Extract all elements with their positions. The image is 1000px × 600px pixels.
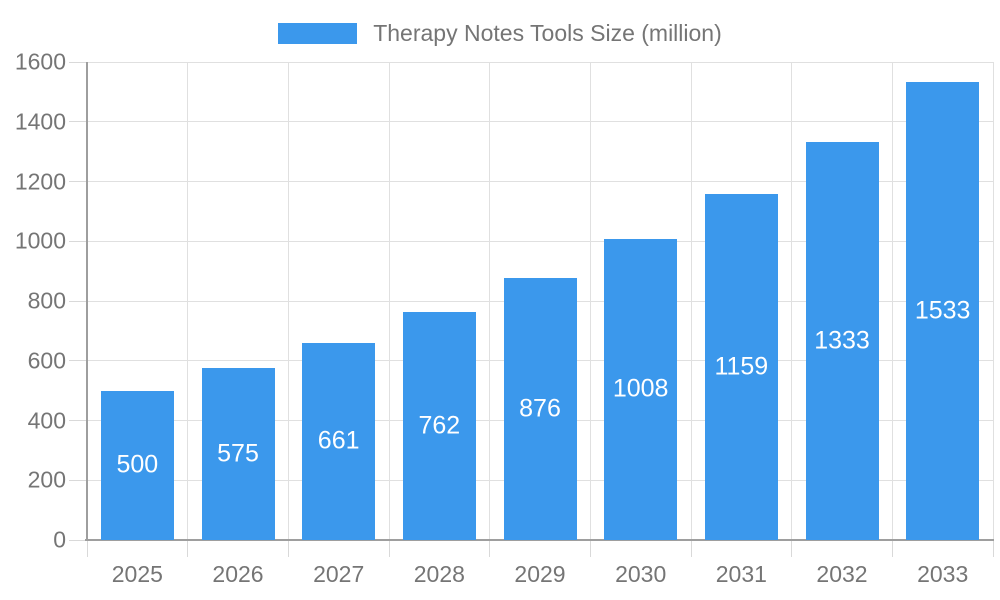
x-gridline xyxy=(992,62,994,540)
x-tick-label: 2031 xyxy=(715,561,767,587)
y-tick xyxy=(69,539,87,541)
y-tick-label: 1000 xyxy=(14,227,66,254)
x-tick xyxy=(690,540,692,557)
x-tick-label: 2033 xyxy=(917,561,969,587)
x-tick xyxy=(287,540,289,557)
x-axis-line xyxy=(85,539,994,541)
bar-value-label: 1159 xyxy=(714,352,769,381)
y-tick-label: 1400 xyxy=(14,108,66,135)
y-gridline xyxy=(87,181,993,182)
x-tick-label: 2027 xyxy=(313,561,365,587)
bar[interactable]: 661 xyxy=(302,342,376,540)
bar-value-label: 1533 xyxy=(914,296,971,325)
y-tick xyxy=(69,181,87,182)
x-gridline xyxy=(690,62,692,540)
bar[interactable]: 500 xyxy=(100,390,174,540)
bar[interactable]: 575 xyxy=(201,368,275,540)
y-gridline xyxy=(87,61,993,63)
y-tick-label: 800 xyxy=(27,287,66,314)
x-tick-label: 2030 xyxy=(615,561,667,587)
y-axis-line xyxy=(86,62,88,540)
legend[interactable]: Therapy Notes Tools Size (million) xyxy=(0,19,1000,46)
y-tick-label: 200 xyxy=(27,466,66,493)
y-tick-label: 0 xyxy=(53,526,66,553)
x-gridline xyxy=(287,62,289,540)
y-tick-label: 400 xyxy=(27,407,66,433)
x-gridline xyxy=(791,62,793,540)
x-tick-label: 2025 xyxy=(111,561,163,587)
x-tick-label: 2028 xyxy=(413,561,465,587)
x-gridline xyxy=(187,62,189,540)
x-tick-label: 2026 xyxy=(212,561,264,587)
y-tick-label: 1200 xyxy=(14,168,66,194)
y-tick xyxy=(69,61,87,63)
x-tick xyxy=(891,540,893,557)
bar[interactable]: 876 xyxy=(503,278,577,540)
x-tick xyxy=(992,540,994,557)
x-tick xyxy=(791,540,793,557)
x-tick-label: 2032 xyxy=(816,561,868,587)
y-tick-label: 600 xyxy=(27,347,66,374)
bar-value-label: 876 xyxy=(519,394,561,423)
x-tick xyxy=(489,540,491,557)
bar-value-label: 762 xyxy=(418,411,461,440)
y-tick xyxy=(69,420,87,421)
bar-value-label: 1008 xyxy=(612,374,669,403)
x-tick xyxy=(589,540,591,557)
legend-swatch-icon xyxy=(278,22,358,44)
bar-value-label: 1333 xyxy=(814,326,870,355)
bar[interactable]: 1008 xyxy=(604,238,678,540)
y-tick xyxy=(69,300,87,302)
y-gridline xyxy=(87,121,993,123)
x-tick-label: 2029 xyxy=(514,561,566,587)
x-gridline xyxy=(891,62,893,540)
bar[interactable]: 1159 xyxy=(704,193,778,540)
x-gridline xyxy=(489,62,491,540)
bar-value-label: 500 xyxy=(116,450,159,479)
bar[interactable]: 1533 xyxy=(906,82,980,540)
x-tick xyxy=(388,540,390,557)
bar[interactable]: 1333 xyxy=(805,141,879,540)
y-tick xyxy=(69,240,87,242)
legend-label: Therapy Notes Tools Size (million) xyxy=(373,19,722,46)
y-gridline xyxy=(87,240,993,242)
bar-value-label: 575 xyxy=(217,439,259,468)
y-tick-label: 1600 xyxy=(14,48,66,75)
y-tick xyxy=(69,479,87,481)
x-tick xyxy=(187,540,189,557)
bar[interactable]: 762 xyxy=(402,312,476,540)
x-tick xyxy=(86,540,88,557)
y-tick xyxy=(69,360,87,362)
x-gridline xyxy=(589,62,591,540)
bar-value-label: 661 xyxy=(317,426,360,455)
x-gridline xyxy=(388,62,390,540)
y-tick xyxy=(69,121,87,123)
